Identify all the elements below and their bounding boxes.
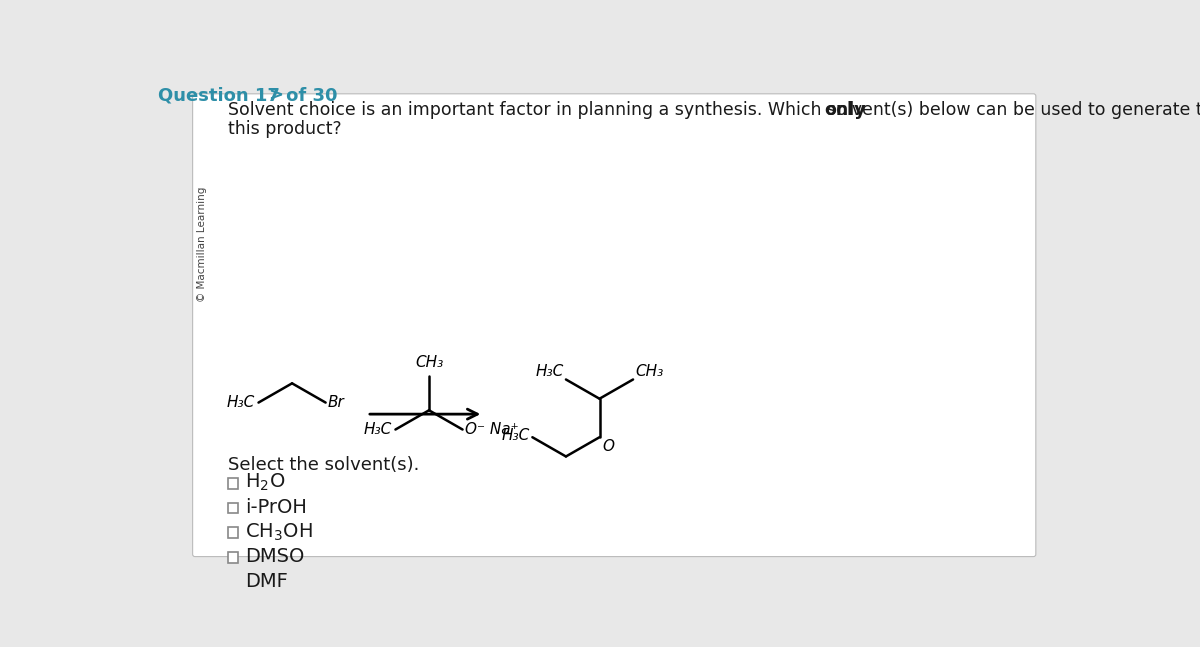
Text: Select the solvent(s).: Select the solvent(s). bbox=[228, 457, 419, 474]
Text: CH₃: CH₃ bbox=[635, 364, 664, 380]
Text: H₃C: H₃C bbox=[535, 364, 564, 380]
Text: CH₃: CH₃ bbox=[415, 355, 443, 370]
Text: H$_2$O: H$_2$O bbox=[245, 472, 286, 493]
Text: this product?: this product? bbox=[228, 120, 341, 138]
Bar bbox=[228, 527, 239, 538]
Text: H₃C: H₃C bbox=[502, 428, 530, 443]
Bar bbox=[228, 552, 239, 563]
Text: O⁻ Na⁺: O⁻ Na⁺ bbox=[464, 422, 518, 437]
Text: Question 17 of 30: Question 17 of 30 bbox=[157, 86, 337, 104]
Text: DMF: DMF bbox=[245, 572, 288, 591]
Text: >: > bbox=[268, 86, 283, 104]
Text: DMSO: DMSO bbox=[245, 547, 305, 566]
Bar bbox=[228, 503, 239, 514]
Text: © Macmillan Learning: © Macmillan Learning bbox=[197, 187, 206, 302]
Text: CH$_3$OH: CH$_3$OH bbox=[245, 521, 313, 543]
FancyBboxPatch shape bbox=[193, 94, 1036, 556]
Text: H₃C: H₃C bbox=[227, 395, 254, 410]
Text: Solvent choice is an important factor in planning a synthesis. Which solvent(s) : Solvent choice is an important factor in… bbox=[228, 101, 1200, 119]
Text: only: only bbox=[824, 101, 866, 119]
Text: O: O bbox=[602, 439, 614, 454]
Bar bbox=[228, 478, 239, 489]
Bar bbox=[228, 576, 239, 587]
Text: H₃C: H₃C bbox=[364, 422, 391, 437]
Text: Br: Br bbox=[328, 395, 344, 410]
Text: i-PrOH: i-PrOH bbox=[245, 498, 307, 517]
